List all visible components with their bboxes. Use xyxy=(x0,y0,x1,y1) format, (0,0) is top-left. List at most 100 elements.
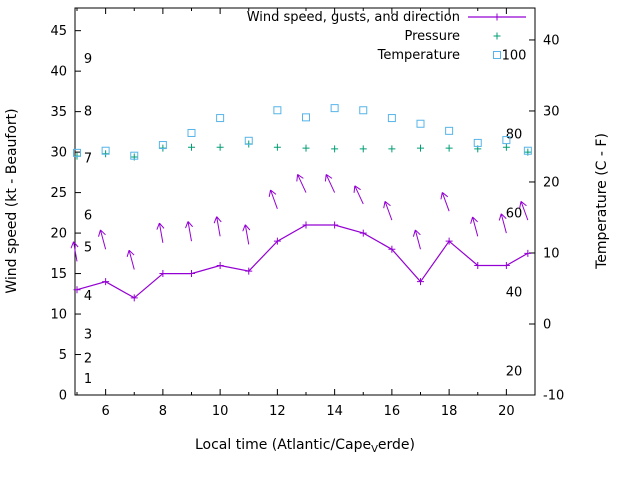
beaufort-scale-label: 4 xyxy=(84,289,92,304)
wind-speed-point xyxy=(331,221,339,229)
beaufort-scale-label: 2 xyxy=(84,352,92,367)
wind-series xyxy=(70,174,532,302)
x-axis-label: Local time (Atlantic/CapeVerde) xyxy=(195,437,415,455)
legend-marker-square xyxy=(493,51,501,59)
pressure-series xyxy=(73,140,532,161)
temperature-point xyxy=(502,136,511,145)
wind-direction-arrow xyxy=(242,224,251,245)
y-left-tick-label: 25 xyxy=(50,186,67,201)
wind-direction-arrow xyxy=(296,174,307,193)
wind-direction-arrow xyxy=(412,229,421,250)
pressure-point xyxy=(302,144,310,152)
x-tick-label: 6 xyxy=(101,404,109,419)
temperature-point xyxy=(130,151,139,160)
temperature-point xyxy=(158,141,167,150)
pressure-point xyxy=(216,143,224,151)
beaufort-scale-label: 9 xyxy=(84,52,92,67)
fahrenheit-scale-label: 100 xyxy=(502,49,527,64)
x-tick-label: 10 xyxy=(212,404,229,419)
wind-speed-point xyxy=(524,249,532,257)
wind-speed-point xyxy=(245,267,253,275)
pressure-point xyxy=(188,143,196,151)
wind-direction-arrow xyxy=(440,192,450,212)
wind-speed-point xyxy=(73,286,81,294)
temperature-point xyxy=(330,104,339,113)
fahrenheit-scale-label: 20 xyxy=(506,364,523,379)
temperature-point xyxy=(302,113,311,122)
fahrenheit-scale-label: 60 xyxy=(506,207,523,222)
wind-direction-arrow xyxy=(324,174,336,193)
x-tick-label: 8 xyxy=(159,404,167,419)
beaufort-scale-label: 3 xyxy=(84,327,92,342)
axes: 6 8 10 12 14 16 18 20051015202530354045-1001020… xyxy=(50,7,564,419)
temperature-point xyxy=(445,126,454,135)
y-left-tick-label: 20 xyxy=(50,227,67,242)
wind-direction-arrow xyxy=(268,189,278,209)
y-left-tick-label: 5 xyxy=(59,348,67,363)
fahrenheit-scale-label: 80 xyxy=(506,128,523,143)
x-tick-label: 16 xyxy=(384,404,401,419)
wind-direction-arrow xyxy=(383,200,393,221)
temperature-point xyxy=(101,146,110,155)
temperature-point xyxy=(187,128,196,137)
y-right-tick-label: 20 xyxy=(543,175,560,190)
temperature-point xyxy=(473,138,482,147)
temperature-point xyxy=(387,114,396,123)
wind-direction-arrow xyxy=(498,213,507,234)
y-left-tick-label: 0 xyxy=(59,389,67,404)
plot-frame xyxy=(74,7,536,396)
pressure-point xyxy=(359,145,367,153)
beaufort-scale-label: 1 xyxy=(84,372,92,387)
y-left-tick-label: 40 xyxy=(50,65,67,80)
y-left-tick-label: 15 xyxy=(50,267,67,282)
wind-speed-point xyxy=(445,237,453,245)
y-right-tick-label: 30 xyxy=(543,104,560,119)
beaufort-scale-label: 5 xyxy=(84,241,92,256)
x-axis-label-suffix: erde) xyxy=(378,437,415,453)
wind-speed-point xyxy=(474,261,482,269)
y-left-tick-label: 45 xyxy=(50,24,67,39)
wind-direction-arrow xyxy=(213,216,222,237)
beaufort-scale-label: 8 xyxy=(84,105,92,120)
pressure-point xyxy=(445,144,453,152)
pressure-point xyxy=(331,145,339,153)
legend-label: Temperature xyxy=(377,48,460,63)
pressure-point xyxy=(417,144,425,152)
temperature-series xyxy=(73,104,532,160)
wind-speed-point xyxy=(188,270,196,278)
y-right-tick-label: 40 xyxy=(543,33,560,48)
temperature-point xyxy=(244,136,253,145)
temperature-point xyxy=(359,106,368,115)
chart-legend: Wind speed, gusts, and direction Pressure… xyxy=(247,10,526,63)
legend-label: Wind speed, gusts, and direction xyxy=(247,10,460,25)
temperature-point xyxy=(273,106,282,115)
wind-speed-point xyxy=(302,221,310,229)
temperature-point xyxy=(216,114,225,123)
x-tick-label: 18 xyxy=(441,404,458,419)
wind-speed-point xyxy=(102,278,110,286)
x-tick-label: 20 xyxy=(498,404,515,419)
pressure-point xyxy=(502,143,510,151)
y-right-tick-label: 10 xyxy=(543,246,560,261)
wind-speed-point xyxy=(273,237,281,245)
wind-speed-point xyxy=(359,229,367,237)
pressure-point xyxy=(273,143,281,151)
legend-marker-plus xyxy=(493,13,501,21)
wind-direction-arrow xyxy=(185,221,194,242)
chart-generated-content: 6 8 10 12 14 16 18 20051015202530354045-1001020… xyxy=(50,7,564,419)
y-right-tick-label: -10 xyxy=(543,389,564,404)
pressure-point xyxy=(388,145,396,153)
x-axis-label-prefix: Local time (Atlantic/Cape xyxy=(195,437,371,453)
temperature-point xyxy=(416,119,425,128)
wind-speed-point xyxy=(388,245,396,253)
y-left-tick-label: 30 xyxy=(50,146,67,161)
wind-direction-arrow xyxy=(353,185,364,205)
wind-direction-arrow xyxy=(126,249,135,270)
legend-marker-plus xyxy=(493,32,501,40)
y-left-tick-label: 10 xyxy=(50,308,67,323)
y-right-tick-label: 0 xyxy=(543,317,551,332)
temperature-point xyxy=(523,146,532,155)
y-axis-label-right: Temperature (C - F) xyxy=(594,133,610,270)
